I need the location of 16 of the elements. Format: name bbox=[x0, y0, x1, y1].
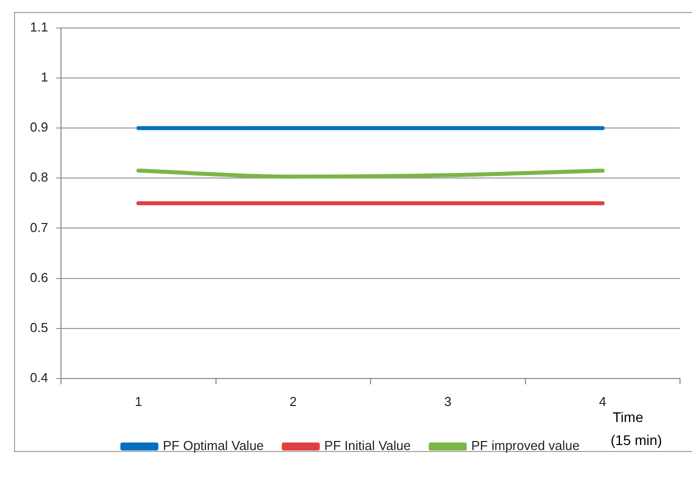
y-tick-label: 0.5 bbox=[30, 320, 48, 335]
y-tick-label: 0.7 bbox=[30, 220, 48, 235]
x-tick-label: 3 bbox=[444, 394, 452, 409]
x-axis-title: Time (15 min) bbox=[610, 408, 662, 448]
legend-label: PF Initial Value bbox=[324, 438, 411, 454]
y-tick-label: 0.9 bbox=[30, 120, 48, 135]
y-tick-label: 0.4 bbox=[30, 370, 48, 385]
y-tick-label: 0.8 bbox=[30, 170, 48, 185]
x-tick-label: 2 bbox=[290, 394, 297, 409]
legend-label: PF Optimal Value bbox=[162, 438, 264, 454]
y-tick-label: 0.6 bbox=[30, 270, 48, 285]
legend-label: PF improved value bbox=[471, 438, 580, 454]
x-tick-label: 1 bbox=[134, 394, 142, 409]
y-tick-label: 1.1 bbox=[30, 20, 48, 35]
x-tick-label: 4 bbox=[599, 394, 606, 409]
y-tick-label: 1 bbox=[40, 70, 48, 85]
